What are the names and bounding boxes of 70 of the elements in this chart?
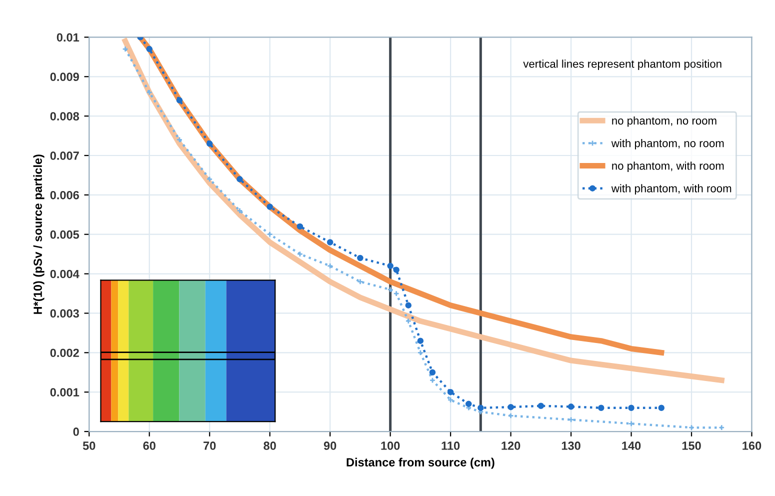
point (296, 250, 304, 258)
point (357, 254, 364, 262)
y-tick-label: 0.007 (50, 152, 79, 160)
point (236, 176, 243, 182)
point (598, 404, 604, 411)
y-tick-label: 0.003 (50, 309, 79, 318)
point (405, 318, 412, 324)
x-tick-label: 90 (324, 442, 336, 450)
point (146, 46, 152, 52)
legend-label: no phantom, with room (612, 162, 724, 172)
point (326, 239, 334, 246)
point (206, 176, 213, 182)
y-tick-label: 0.004 (50, 270, 80, 278)
x-tick-label: 150 (682, 442, 701, 450)
x-tick-label: 110 (442, 442, 460, 450)
point (447, 396, 454, 404)
y-tick-label: 0.008 (50, 112, 80, 120)
legend-label: no phantom, no room (612, 116, 716, 127)
point (688, 424, 695, 431)
legend-label: with phantom, no room (611, 139, 724, 150)
point (176, 136, 183, 143)
y-tick-label: 0.009 (50, 72, 79, 82)
point (429, 369, 436, 376)
y-tick-label: 0.001 (50, 388, 80, 396)
point (206, 140, 213, 147)
point (508, 404, 514, 410)
point (176, 97, 183, 104)
point (429, 377, 436, 384)
x-tick-label: 80 (264, 442, 276, 450)
x-tick-label: 160 (742, 442, 762, 450)
point (658, 404, 665, 411)
point (718, 424, 725, 431)
point (508, 412, 514, 419)
point (393, 266, 400, 273)
x-tick-label: 70 (204, 442, 216, 450)
point (417, 338, 424, 344)
x-tick-label: 140 (622, 442, 641, 450)
x-tick-label: 100 (381, 442, 400, 450)
annotation: vertical lines represent phantom position (523, 60, 722, 70)
point (538, 402, 544, 410)
y-tick-label: 0.01 (56, 33, 80, 42)
point (387, 286, 394, 293)
x-tick-label: 130 (562, 442, 580, 450)
point (266, 231, 273, 238)
point (236, 208, 243, 214)
point (326, 262, 334, 270)
point (568, 404, 574, 410)
point (266, 204, 273, 210)
point (122, 46, 128, 52)
point (296, 223, 304, 230)
point (393, 290, 400, 297)
point (146, 89, 152, 96)
x-tick-label: 120 (502, 442, 520, 450)
point (405, 302, 412, 308)
y-tick-label: 0.005 (50, 230, 80, 239)
point (387, 262, 394, 270)
point (628, 404, 634, 411)
legend-label: with phantom, with room (611, 184, 732, 195)
point (478, 404, 484, 411)
point (466, 400, 472, 408)
y-axis-title: H*(10) (pSv / source particle) (33, 154, 44, 314)
y-tick-label: 0.002 (50, 348, 79, 358)
y-tick-label: 0.006 (50, 190, 79, 200)
x-tick-label: 60 (143, 442, 156, 450)
point (447, 388, 454, 396)
point (417, 350, 424, 356)
y-tick-label: 0 (73, 428, 79, 436)
x-tick-label: 50 (82, 442, 96, 450)
x-axis-title: Distance from source (cm) (346, 458, 494, 469)
point (357, 278, 364, 285)
